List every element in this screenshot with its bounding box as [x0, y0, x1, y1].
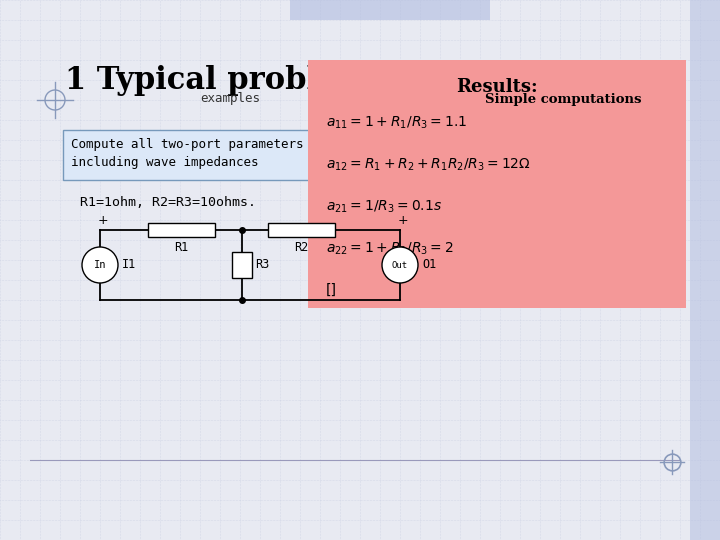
Text: Compute all two-port parameters
including wave impedances: Compute all two-port parameters includin…	[71, 138, 304, 169]
Text: examples: examples	[200, 92, 260, 105]
Text: Out: Out	[392, 260, 408, 269]
Text: Results:: Results:	[456, 78, 538, 96]
Text: R2: R2	[294, 241, 309, 254]
Text: 1 Typical problems: 1 Typical problems	[65, 65, 387, 96]
FancyBboxPatch shape	[63, 130, 337, 180]
Text: $a_{12} = R_1 + R_2 + R_1R_2/R_3 = 12\Omega$: $a_{12} = R_1 + R_2 + R_1R_2/R_3 = 12\Om…	[326, 157, 531, 173]
Text: R3: R3	[255, 259, 269, 272]
Bar	[232, 252, 252, 278]
Circle shape	[382, 247, 418, 283]
Bar	[290, 0, 490, 20]
Text: $a_{11} = 1 + R_1/R_3 = 1.1$: $a_{11} = 1 + R_1/R_3 = 1.1$	[326, 115, 467, 131]
Text: []: []	[326, 283, 337, 297]
Text: I1: I1	[122, 259, 136, 272]
Text: $a_{21} = 1/R_3 = 0.1s$: $a_{21} = 1/R_3 = 0.1s$	[326, 199, 442, 215]
Text: +: +	[397, 214, 408, 227]
Circle shape	[82, 247, 118, 283]
Text: R1: R1	[174, 241, 189, 254]
Text: O1: O1	[422, 259, 436, 272]
Text: In: In	[94, 260, 107, 270]
Bar	[268, 223, 335, 237]
Bar	[308, 60, 686, 308]
Text: +: +	[98, 214, 108, 227]
FancyBboxPatch shape	[467, 87, 659, 113]
Text: $a_{22} = 1 + R_2/R_3 = 2$: $a_{22} = 1 + R_2/R_3 = 2$	[326, 241, 454, 258]
Text: R1=1ohm, R2=R3=10ohms.: R1=1ohm, R2=R3=10ohms.	[80, 196, 256, 209]
Bar	[690, 0, 720, 540]
Bar	[148, 223, 215, 237]
Text: Simple computations: Simple computations	[485, 93, 642, 106]
